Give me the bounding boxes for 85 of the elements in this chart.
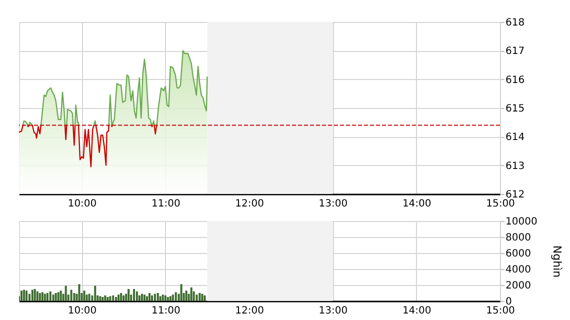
bar [46,293,48,301]
bar [128,289,130,301]
x-tick-label: 10:00 [68,306,97,316]
bar [115,297,118,301]
y-tick-label: 615 [506,104,525,114]
bar [190,287,192,301]
y-tick-label: 617 [506,46,525,58]
x-tick-label: 14:00 [402,306,432,316]
x-tick-label: 11:00 [151,198,180,210]
bar [164,295,166,301]
x-tick-label: 13:00 [318,306,348,316]
bar [54,293,57,301]
bar [36,291,38,301]
bar [83,290,86,301]
y-tick-label: 614 [506,132,525,144]
y-tick-label: 618 [506,18,525,28]
y-tick-label: 613 [506,160,525,172]
bar [102,297,104,301]
x-tick-label: 12:00 [235,198,264,210]
bar [180,284,182,301]
y-tick-label: 612 [506,190,525,200]
y-tick-label: 4000 [506,264,531,276]
bar [20,290,23,301]
bar [41,292,44,301]
bar [166,297,169,301]
x-tick-label: 10:00 [68,198,97,210]
bar [162,294,164,301]
bar [86,294,88,301]
bar [52,294,54,301]
bar [23,290,26,301]
bar [146,296,148,301]
bar [172,294,174,301]
bar [143,294,146,301]
y-tick-label: 616 [506,74,525,86]
bar [26,290,28,301]
bar [112,295,114,301]
y-axis-title: Nghìn [550,245,564,278]
bar [73,293,76,301]
bar [196,294,198,301]
bar [185,290,188,301]
bar [148,293,150,301]
bar [88,294,90,301]
bar [204,295,206,301]
bar [34,289,36,301]
bar [70,290,72,301]
y-tick-label: 8000 [506,232,531,244]
bar [109,296,112,301]
bar [151,295,154,301]
bar [94,286,96,301]
bar [169,296,172,301]
bar [60,290,62,301]
bar [201,294,204,301]
x-tick-label: 15:00 [486,198,515,210]
x-tick-label: 11:00 [151,306,180,316]
bar [198,293,201,301]
bar [64,286,67,301]
y-tick-label: 6000 [506,248,531,260]
bar [156,293,159,301]
y-tick-label: 10000 [506,216,538,228]
bar [38,293,41,301]
bar [154,294,156,301]
bar [104,295,106,301]
bar [49,291,52,301]
bar [133,289,136,301]
bar [159,296,162,301]
bar [122,295,125,301]
bar [192,291,195,301]
x-tick-label: 15:00 [486,306,515,316]
bar [138,295,140,301]
x-tick-label: 13:00 [318,198,348,210]
bar [78,284,80,301]
y-tick-label: 0 [506,296,512,308]
x-tick-label: 14:00 [402,198,432,210]
bar [120,293,122,301]
bar [140,294,143,301]
bar [99,296,102,301]
bar [136,291,138,301]
bar [106,297,109,301]
bar [28,294,30,301]
x-tick-label: 12:00 [235,306,264,316]
bar [174,292,177,301]
y-tick-label: 2000 [506,280,531,292]
bar [44,294,46,301]
bar [118,294,120,301]
bar [57,292,60,301]
